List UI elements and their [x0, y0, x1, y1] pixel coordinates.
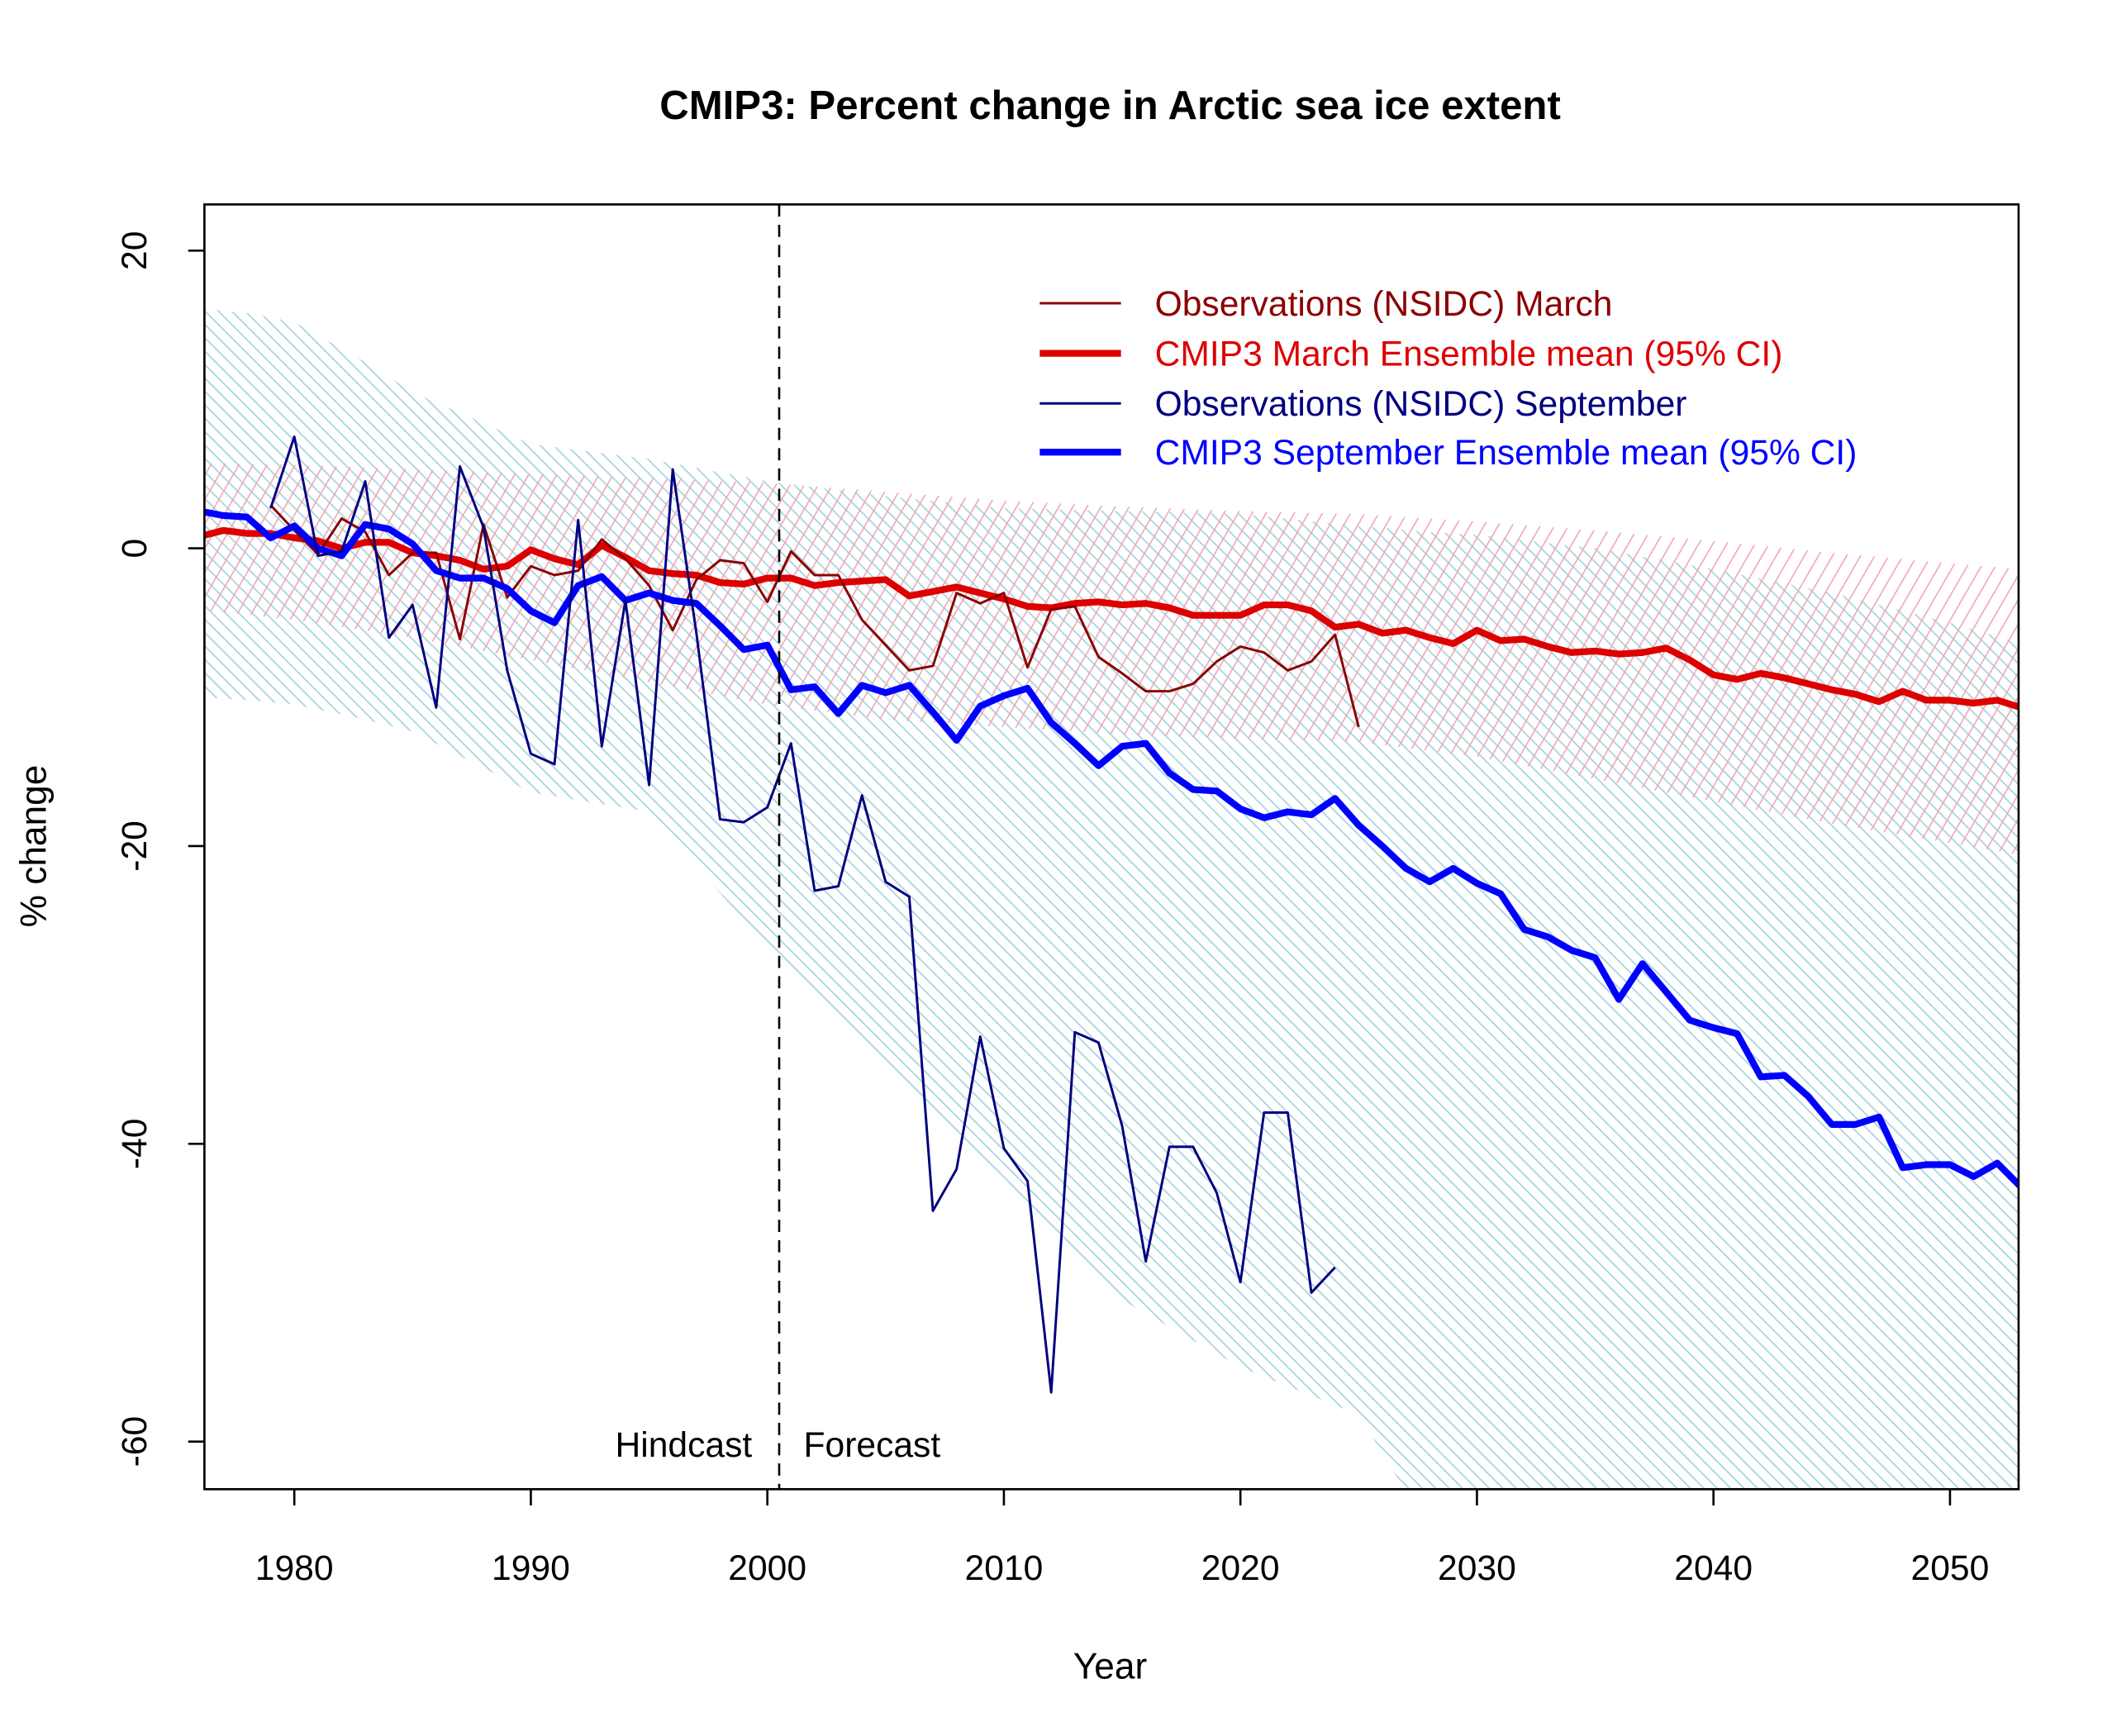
series-line-2: [269, 435, 1336, 1394]
x-tick-label: 2030: [1438, 1548, 1516, 1588]
y-axis: -60 -40 -20 0 20: [115, 231, 205, 1467]
legend: Observations (NSIDC) March CMIP3 March En…: [1039, 284, 1857, 473]
series-lines: [204, 435, 2019, 1394]
x-tick-label: 2050: [1911, 1548, 1990, 1588]
y-tick-label: 0: [115, 539, 155, 559]
x-tick-label: 1990: [492, 1548, 570, 1588]
y-axis-label: % change: [14, 765, 55, 928]
x-axis-label: Year: [1073, 1647, 1147, 1687]
x-tick-label: 2040: [1674, 1548, 1753, 1588]
x-axis: 1980 1990 2000 2010 2020 2030 2040 2050: [255, 1489, 1990, 1588]
y-tick-label: 20: [115, 231, 155, 270]
ci-bands: [204, 309, 2019, 1490]
y-tick-label: -60: [115, 1416, 155, 1467]
hindcast-label: Hindcast: [616, 1425, 753, 1465]
legend-label: Observations (NSIDC) March: [1155, 284, 1613, 324]
legend-label: CMIP3 September Ensemble mean (95% CI): [1155, 433, 1858, 473]
x-tick-label: 2020: [1201, 1548, 1280, 1588]
legend-label: Observations (NSIDC) September: [1155, 384, 1687, 424]
y-tick-label: -40: [115, 1119, 155, 1170]
x-tick-label: 2000: [728, 1548, 806, 1588]
x-tick-label: 1980: [255, 1548, 334, 1588]
legend-label: CMIP3 March Ensemble mean (95% CI): [1155, 334, 1783, 373]
march-ci-band: [204, 464, 2019, 855]
series-line-0: [269, 504, 1360, 728]
x-tick-label: 2010: [965, 1548, 1044, 1588]
series-line-3: [204, 508, 2019, 1190]
chart-title: CMIP3: Percent change in Arctic sea ice …: [659, 83, 1561, 128]
series-line-1: [204, 526, 2019, 711]
y-tick-label: -20: [115, 820, 155, 872]
forecast-label: Forecast: [803, 1425, 940, 1465]
